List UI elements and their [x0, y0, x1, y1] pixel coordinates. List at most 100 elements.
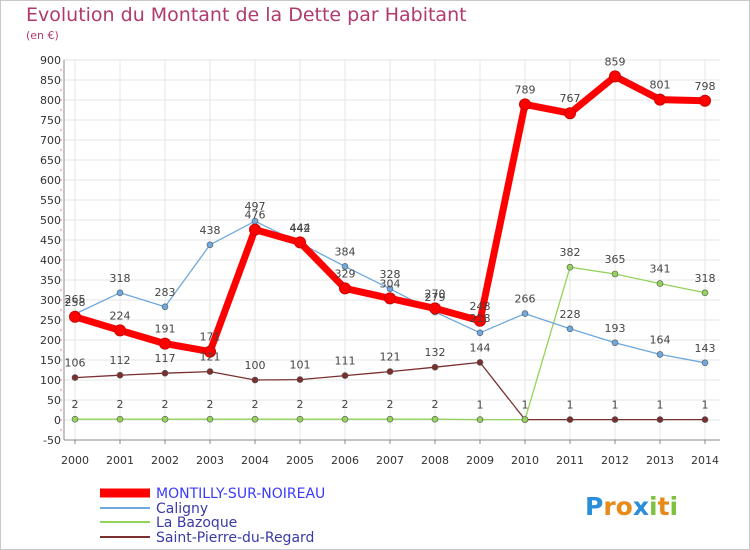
x-tick-label: 2014	[691, 454, 719, 467]
data-point	[71, 374, 79, 381]
data-label: 283	[155, 286, 176, 299]
data-point	[521, 416, 529, 423]
x-tick-label: 2002	[151, 454, 179, 467]
data-label: 365	[605, 253, 626, 266]
data-label: 304	[380, 277, 401, 290]
data-point	[701, 289, 709, 297]
data-label: 859	[605, 55, 626, 68]
data-label-layer: 258 224 191 171 476 444 329 304 270 248 789 767 859 8…	[65, 55, 716, 411]
data-label: 121	[200, 351, 221, 364]
x-tick-label: 2008	[421, 454, 449, 467]
data-label: 497	[245, 200, 266, 213]
data-label: 1	[612, 399, 619, 412]
data-point	[161, 303, 169, 311]
data-point	[251, 415, 259, 423]
y-tick-label: 700	[40, 134, 61, 147]
data-label: 476	[245, 209, 266, 222]
y-tick-label: 850	[40, 74, 61, 87]
data-label: 438	[200, 224, 221, 237]
y-tick-label: -50	[43, 434, 61, 447]
legend-label: MONTILLY-SUR-NOIREAU	[156, 486, 325, 502]
y-tick-label: 550	[40, 194, 61, 207]
data-point	[611, 270, 619, 278]
x-tick-label: 2001	[106, 454, 134, 467]
data-label: 1	[522, 399, 529, 412]
y-tick-label: 300	[40, 294, 61, 307]
data-label: 121	[380, 351, 401, 364]
y-tick-label: 750	[40, 114, 61, 127]
data-point	[656, 416, 664, 423]
data-label: 106	[65, 357, 86, 370]
data-label: 2	[432, 398, 439, 411]
plot-area	[64, 60, 720, 440]
data-label: 789	[515, 83, 536, 96]
y-tick-label: 500	[40, 214, 61, 227]
data-point	[519, 98, 531, 111]
data-label: 442	[290, 222, 311, 235]
data-label: 2	[297, 398, 304, 411]
data-point	[206, 415, 214, 423]
x-tick-label: 2013	[646, 454, 674, 467]
data-point	[476, 359, 484, 366]
y-tick-label: 450	[40, 234, 61, 247]
data-point	[656, 351, 664, 358]
y-tick-label: 0	[54, 414, 61, 427]
data-label: 100	[245, 359, 266, 372]
data-label: 248	[470, 300, 491, 313]
data-point	[566, 416, 574, 423]
y-tick-label: 400	[40, 254, 61, 267]
y-tick-label: 100	[40, 374, 61, 387]
data-point	[341, 372, 349, 379]
data-label: 444	[290, 221, 311, 234]
data-point	[474, 314, 486, 327]
data-point	[206, 241, 214, 249]
data-point	[384, 292, 396, 305]
chart-subtitle: (en €)	[26, 29, 59, 42]
data-point	[206, 368, 214, 375]
data-label: 218	[470, 312, 491, 325]
data-label: 144	[470, 341, 491, 354]
data-point	[564, 107, 576, 120]
data-point	[476, 416, 484, 423]
data-point	[701, 416, 709, 423]
series-layer	[69, 70, 711, 423]
y-tick-label: 50	[47, 394, 61, 407]
data-label: 258	[65, 296, 86, 309]
data-label: 2	[252, 398, 259, 411]
data-label: 101	[290, 359, 311, 372]
x-tick-label: 2009	[466, 454, 494, 467]
y-tick-label: 250	[40, 314, 61, 327]
y-tick-label: 200	[40, 334, 61, 347]
data-point	[431, 363, 439, 371]
data-label: 2	[387, 398, 394, 411]
data-point	[69, 310, 81, 323]
data-label: 143	[695, 342, 716, 355]
data-label: 164	[650, 333, 671, 346]
data-label: 329	[335, 267, 356, 280]
data-point	[431, 415, 439, 423]
y-tick-label: 150	[40, 354, 61, 367]
data-point	[116, 415, 124, 423]
data-label: 224	[110, 309, 131, 322]
x-tick-label: 2011	[556, 454, 584, 467]
data-label: 2	[342, 398, 349, 411]
data-label: 117	[155, 352, 176, 365]
x-tick-label: 2012	[601, 454, 629, 467]
data-label: 111	[335, 355, 356, 368]
data-label: 112	[110, 354, 131, 367]
data-point	[429, 302, 441, 315]
data-point	[701, 359, 709, 367]
data-point	[249, 223, 261, 236]
data-label: 318	[110, 272, 131, 285]
data-point	[251, 376, 259, 384]
data-point	[609, 70, 621, 83]
data-label: 193	[605, 322, 626, 335]
data-point	[116, 371, 124, 379]
data-point	[566, 325, 574, 333]
data-label: 228	[560, 308, 581, 321]
series-3	[71, 359, 709, 423]
data-point	[71, 415, 79, 423]
data-label: 132	[425, 346, 446, 359]
